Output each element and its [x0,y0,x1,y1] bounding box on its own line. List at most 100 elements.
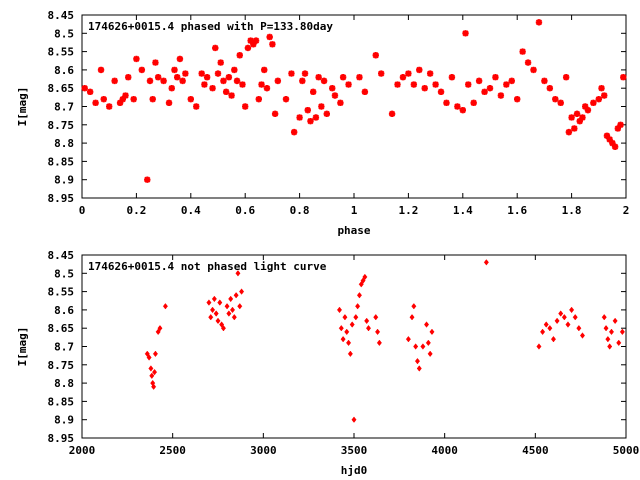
data-point [394,81,401,88]
data-point [209,85,216,92]
y-tick-label: 8.8 [54,377,74,390]
data-point [524,59,532,66]
panel-title: 174626+0015.4 not phased light curve [88,260,327,273]
data-point [165,99,173,107]
phased-light-curve-panel: 0 0.2 0.4 0.6 0.8 1 1.2 1.4 1.6 1.8 2 8.45 8.5 8.55 8.… [16,9,629,237]
data-point [607,343,613,350]
data-point [176,55,184,63]
data-point [347,350,353,358]
data-point [338,324,344,332]
y-tick-label: 8.5 [54,27,74,40]
data-point [106,103,113,110]
data-point [212,44,219,52]
data-point [236,52,243,59]
data-point [603,324,609,332]
data-point [193,103,200,110]
data-point [414,357,420,365]
y-tick-label: 8.65 [48,82,75,95]
y-axis-title: I[mag] [16,327,29,367]
data-point [213,310,219,317]
data-point [149,372,155,379]
data-point [220,77,227,85]
data-point [437,88,445,96]
data-point [614,125,622,132]
data-point [222,88,230,96]
data-point [508,77,515,85]
data-point [111,77,118,85]
y-axis-title: I[mag] [16,87,29,127]
y-tick-label: 8.85 [48,155,75,168]
data-point [239,288,245,295]
data-point [231,314,237,321]
data-point [122,92,129,99]
data-point [540,328,546,336]
data-point [206,299,212,306]
data-point [405,70,412,77]
data-point [530,66,537,74]
data-point [217,299,223,306]
data-point [619,328,625,336]
y-tick-label: 8.55 [48,46,75,59]
data-point [231,66,238,74]
y-tick-label: 8.8 [54,137,74,150]
data-point [152,350,158,358]
data-point [356,74,363,81]
data-point [612,317,618,325]
data-point [342,314,348,321]
data-point [340,335,346,343]
data-point [346,339,352,347]
data-point [288,70,295,77]
y-tick-label: 8.95 [48,192,75,205]
data-point [576,324,582,332]
data-point [312,114,320,121]
panel-title: 174626+0015.4 phased with P=133.80day [88,20,333,33]
data-point [220,324,226,332]
data-point [228,92,235,99]
data-point [571,125,578,132]
data-point [416,365,422,372]
data-point [331,92,339,99]
data-point [339,74,347,81]
data-point [299,77,306,85]
y-tick-label: 8.45 [48,249,75,262]
data-point [399,74,407,81]
data-point [611,143,619,150]
data-point [409,314,415,321]
data-point [565,321,571,328]
data-point [459,106,466,114]
data-point [365,324,372,332]
data-point [608,328,615,336]
data-point [598,85,605,92]
data-point [301,70,309,77]
data-point [320,77,328,85]
data-point [271,110,279,118]
data-point [413,343,419,350]
data-point [364,317,370,325]
data-point [470,99,477,107]
data-point [514,95,521,103]
data-point [620,74,627,81]
y-tick-label: 8.75 [48,359,75,372]
data-point [601,92,608,99]
data-point [410,81,418,88]
data-point [152,59,159,66]
x-tick-label: 0.2 [126,204,146,217]
data-point [233,292,239,299]
data-point [187,95,194,103]
data-point [576,117,583,125]
data-point [573,110,581,118]
data-point [421,85,428,92]
data-point [565,128,573,136]
data-point [237,303,243,310]
x-tick-label: 3500 [341,444,368,457]
y-tick-label: 8.5 [54,267,74,280]
data-point [160,77,167,85]
data-point [290,128,298,136]
plot-frame [81,254,627,439]
data-point [211,295,217,303]
data-point [486,85,494,92]
data-point [454,103,461,110]
data-point [554,317,560,325]
data-point [144,176,151,183]
data-point [378,70,385,77]
